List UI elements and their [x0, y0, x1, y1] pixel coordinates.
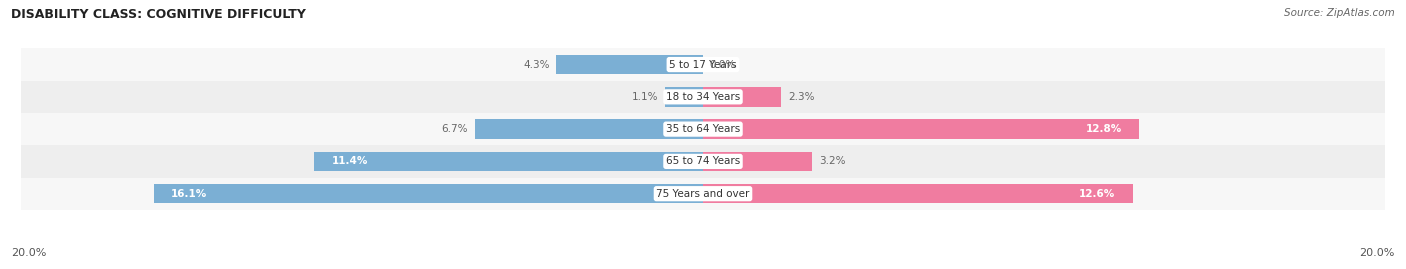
Text: 35 to 64 Years: 35 to 64 Years — [666, 124, 740, 134]
Text: Source: ZipAtlas.com: Source: ZipAtlas.com — [1284, 8, 1395, 18]
Text: 20.0%: 20.0% — [11, 248, 46, 258]
Text: 5 to 17 Years: 5 to 17 Years — [669, 59, 737, 70]
Bar — [475, 119, 703, 139]
Text: 0.0%: 0.0% — [710, 59, 737, 70]
Text: 12.8%: 12.8% — [1085, 124, 1122, 134]
Bar — [703, 87, 782, 107]
Bar — [703, 152, 813, 171]
Bar — [21, 113, 1385, 145]
Text: 2.3%: 2.3% — [789, 92, 814, 102]
Text: 16.1%: 16.1% — [172, 189, 207, 199]
Bar — [155, 184, 703, 203]
Text: 11.4%: 11.4% — [332, 156, 368, 167]
Text: 1.1%: 1.1% — [633, 92, 658, 102]
Bar — [557, 55, 703, 74]
Text: 3.2%: 3.2% — [818, 156, 845, 167]
Text: DISABILITY CLASS: COGNITIVE DIFFICULTY: DISABILITY CLASS: COGNITIVE DIFFICULTY — [11, 8, 307, 21]
Text: 6.7%: 6.7% — [441, 124, 468, 134]
Bar — [665, 87, 703, 107]
Text: 4.3%: 4.3% — [523, 59, 550, 70]
Bar — [703, 184, 1133, 203]
Text: 20.0%: 20.0% — [1360, 248, 1395, 258]
Bar — [21, 81, 1385, 113]
Text: 12.6%: 12.6% — [1080, 189, 1115, 199]
Bar — [315, 152, 703, 171]
Text: 18 to 34 Years: 18 to 34 Years — [666, 92, 740, 102]
Bar — [703, 119, 1139, 139]
Bar — [21, 145, 1385, 178]
Bar — [21, 48, 1385, 81]
Bar — [21, 178, 1385, 210]
Text: 75 Years and over: 75 Years and over — [657, 189, 749, 199]
Text: 65 to 74 Years: 65 to 74 Years — [666, 156, 740, 167]
